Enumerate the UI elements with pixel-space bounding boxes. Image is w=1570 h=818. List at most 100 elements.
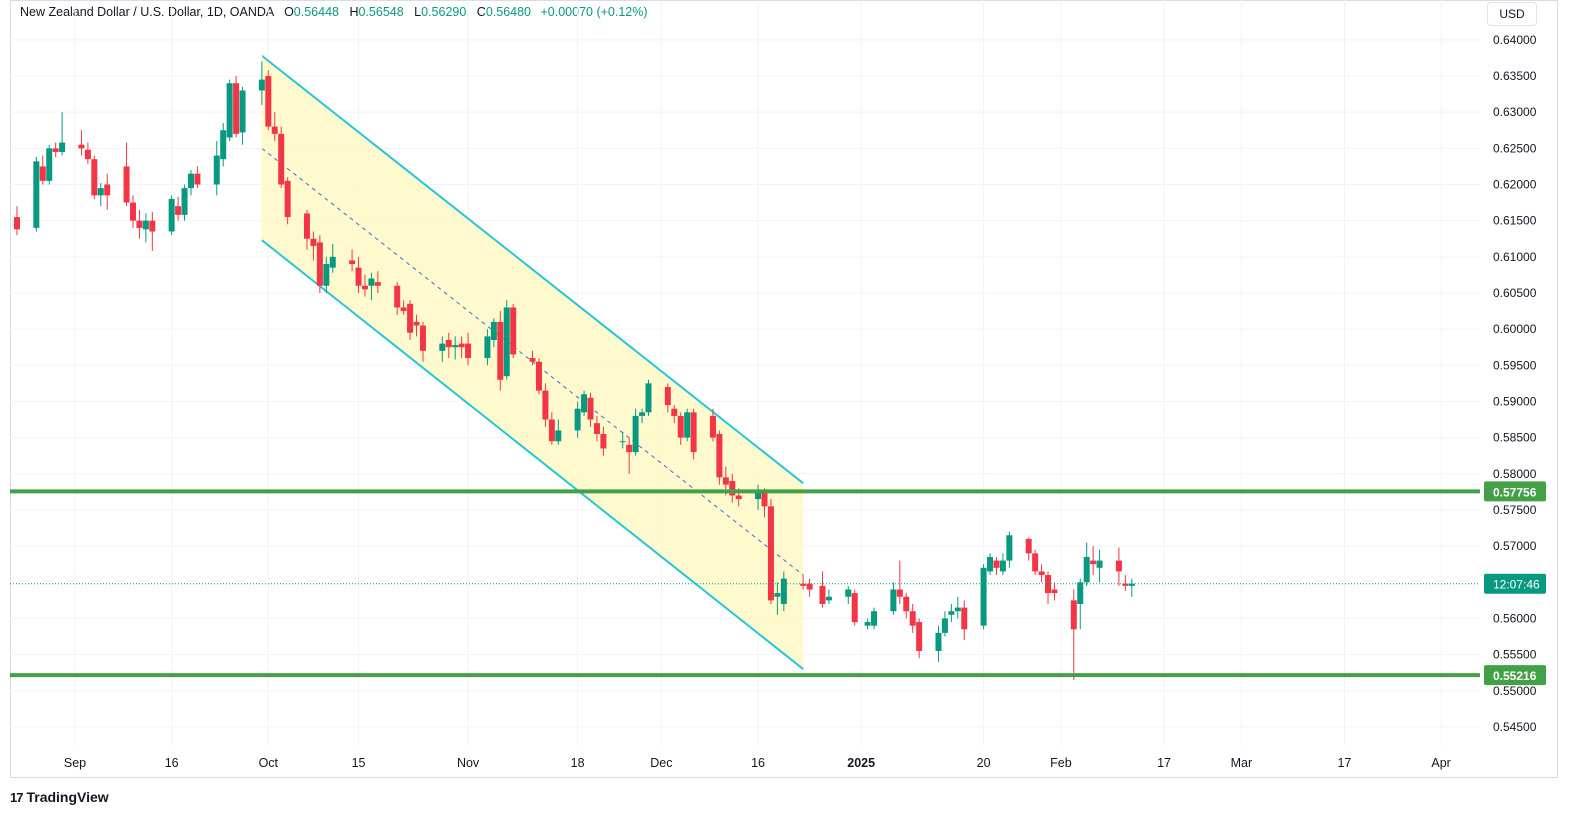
candle: [265, 70, 272, 131]
close-value: 0.56480: [485, 5, 532, 19]
time-tick-label: Apr: [1431, 756, 1450, 770]
candle: [690, 408, 697, 460]
price-tick-label: 0.61500: [1493, 214, 1537, 228]
candle-body: [819, 585, 826, 604]
candle-body: [993, 560, 1000, 568]
candle: [458, 336, 465, 359]
candle-body: [774, 593, 781, 597]
price-tick-label: 0.60000: [1493, 322, 1537, 336]
candle: [767, 499, 774, 604]
candle: [149, 211, 156, 252]
time-axis: Sep 16 Oct 15 Nov 18 Dec 16 2025 20 Feb 17 Mar 17 Apr: [64, 756, 1451, 770]
symbol-title: New Zealand Dollar / U.S. Dollar, 1D, OA…: [20, 5, 274, 19]
time-tick-label: Sep: [64, 756, 86, 770]
candle-body: [780, 578, 787, 604]
candle-body: [368, 278, 375, 286]
candle-body: [555, 430, 562, 442]
candle-body: [729, 481, 736, 496]
candle-body: [271, 126, 278, 134]
candle: [1083, 542, 1090, 586]
candle-body: [510, 307, 517, 355]
candle-body: [755, 491, 762, 500]
candle-body: [258, 79, 265, 91]
candle-body: [948, 611, 955, 615]
price-tick-label: 0.55000: [1493, 684, 1537, 698]
price-tick-label: 0.58000: [1493, 467, 1537, 481]
price-tick-label: 0.58500: [1493, 431, 1537, 445]
candle: [825, 589, 832, 604]
price-tick-label: 0.63000: [1493, 105, 1537, 119]
candle: [14, 206, 20, 236]
candle: [574, 401, 581, 438]
candle-body: [465, 343, 472, 359]
candle-body: [284, 180, 291, 218]
candle-body: [825, 596, 832, 601]
candle-body: [619, 441, 626, 443]
candle: [46, 144, 53, 185]
candle-body: [329, 256, 336, 268]
candle: [980, 564, 987, 630]
candle: [181, 184, 188, 221]
candle: [413, 314, 420, 337]
candle-body: [1032, 553, 1039, 572]
time-tick-label: 2025: [847, 756, 875, 770]
candle-body: [535, 361, 542, 391]
candle-body: [871, 611, 878, 626]
time-tick-label: Mar: [1231, 756, 1253, 770]
candle: [755, 484, 762, 510]
price-tick-label: 0.54500: [1493, 720, 1537, 734]
candle: [129, 195, 136, 228]
candle-body: [1025, 538, 1032, 554]
candle-body: [1090, 560, 1097, 565]
candle: [220, 123, 227, 167]
candle: [587, 392, 594, 427]
candle: [645, 379, 652, 416]
open-value: 0.56448: [293, 5, 339, 19]
candle: [716, 430, 723, 485]
candle-body: [716, 434, 723, 478]
candle: [368, 272, 375, 301]
tradingview-brand[interactable]: 17 TradingView: [10, 789, 109, 805]
candle: [303, 209, 310, 250]
currency-button[interactable]: USD: [1487, 2, 1537, 26]
candle: [142, 213, 149, 243]
candle: [1032, 549, 1039, 576]
candle-body: [671, 408, 678, 416]
candle-body: [664, 387, 671, 406]
candle-body: [1115, 560, 1122, 572]
candle-body: [123, 166, 130, 203]
open-label: O: [284, 5, 294, 19]
candle: [1038, 564, 1045, 583]
candle: [948, 603, 955, 623]
price-axis: 0.64000 0.63500 0.63000 0.62500 0.62000 0.615…: [1484, 33, 1546, 734]
level-price-label: 0.57756: [1493, 485, 1537, 499]
candle: [684, 408, 691, 442]
candle-body: [626, 444, 633, 453]
candle: [407, 300, 414, 340]
time-tick-label: 17: [1337, 756, 1351, 770]
candle-body: [684, 412, 691, 438]
candle: [1045, 571, 1052, 604]
candle: [91, 155, 98, 199]
candle: [78, 130, 85, 156]
candle: [780, 571, 787, 612]
price-chart[interactable]: 0.64000 0.63500 0.63000 0.62500 0.62000 0.615…: [0, 0, 1570, 778]
candle: [999, 553, 1006, 576]
candle-body: [439, 343, 446, 351]
candle: [445, 332, 452, 359]
candle-body: [581, 394, 588, 413]
candle: [961, 600, 968, 641]
candle: [626, 437, 633, 474]
time-tick-label: Nov: [457, 756, 480, 770]
price-tick-label: 0.60500: [1493, 286, 1537, 300]
level-price-tag: [1484, 665, 1546, 686]
candle-body: [1051, 589, 1058, 594]
candle-body: [149, 220, 156, 232]
candle: [52, 142, 59, 158]
candle-body: [497, 321, 504, 380]
candle-body: [961, 607, 968, 630]
candle: [1051, 582, 1058, 601]
candle: [1006, 531, 1013, 568]
candle: [535, 358, 542, 395]
candle-body: [484, 336, 491, 359]
